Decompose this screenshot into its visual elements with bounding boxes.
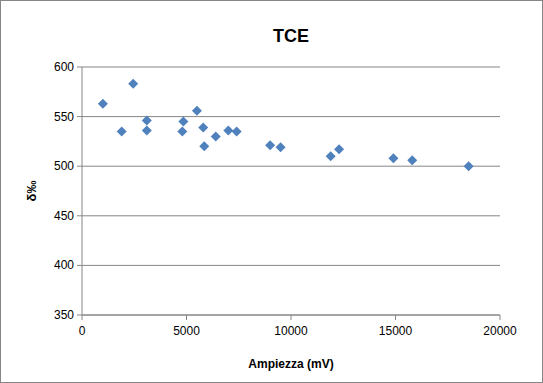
x-tick — [291, 315, 292, 320]
x-tick-label: 20000 — [483, 324, 517, 338]
x-tick — [395, 315, 396, 320]
x-tick — [500, 315, 501, 320]
point — [117, 126, 127, 136]
y-tick — [77, 166, 82, 167]
point — [232, 126, 242, 136]
y-tick — [77, 265, 82, 266]
x-tick-label: 5000 — [173, 324, 200, 338]
y-tick — [77, 315, 82, 316]
grid-line — [82, 166, 500, 167]
point — [276, 142, 286, 152]
x-tick-label: 10000 — [274, 324, 308, 338]
title: TCE — [273, 26, 309, 46]
point — [265, 140, 275, 150]
x-tick-label: 15000 — [379, 324, 413, 338]
y-tick — [77, 67, 82, 68]
point — [464, 161, 474, 171]
chart-border — [1, 1, 543, 383]
point — [198, 123, 208, 133]
point — [199, 141, 209, 151]
chart: 350 400 450 500 550 600 0 5000 10000 15000 20000 TC… — [0, 0, 543, 383]
point — [192, 106, 202, 116]
point — [388, 153, 398, 163]
point — [142, 125, 152, 135]
point — [223, 125, 233, 135]
grid-line — [82, 265, 500, 266]
point — [178, 117, 188, 127]
point — [177, 126, 187, 136]
point — [211, 131, 221, 141]
y-tick-label: 550 — [54, 110, 74, 124]
y-axis-label: δ‰ — [24, 181, 39, 202]
y-tick-label: 400 — [54, 258, 74, 272]
grid-line — [82, 67, 500, 68]
y-tick-label: 500 — [54, 159, 74, 173]
y-tick — [77, 116, 82, 117]
y-tick — [77, 215, 82, 216]
points — [98, 79, 474, 171]
y-tick-label: 600 — [54, 60, 74, 74]
y-tick-label: 450 — [54, 209, 74, 223]
grid-line — [82, 215, 500, 216]
point — [128, 79, 138, 89]
x-axis-label: Ampiezza (mV) — [248, 357, 333, 371]
x-tick — [186, 315, 187, 320]
point — [326, 151, 336, 161]
x-tick-label: 0 — [79, 324, 86, 338]
x-tick — [82, 315, 83, 320]
point — [334, 144, 344, 154]
y-axis — [82, 67, 83, 315]
grid-line — [82, 116, 500, 117]
y-tick-label: 350 — [54, 308, 74, 322]
point — [98, 99, 108, 109]
point — [142, 116, 152, 126]
point — [407, 155, 417, 165]
